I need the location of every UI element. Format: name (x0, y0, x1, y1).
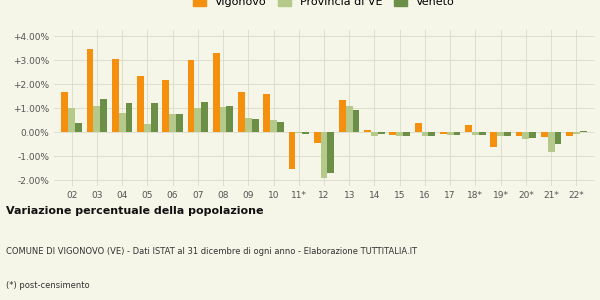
Bar (389, 132, 396, 135)
Bar (378, 132, 385, 134)
Text: Variazione percentuale della popolazione: Variazione percentuale della popolazione (6, 206, 263, 217)
Bar (328, 132, 334, 173)
Bar (339, 100, 346, 132)
Bar (94, 106, 100, 132)
Bar (479, 132, 485, 135)
Bar (194, 108, 201, 132)
Bar (566, 132, 573, 136)
Text: COMUNE DI VIGONOVO (VE) - Dati ISTAT al 31 dicembre di ogni anno - Elaborazione : COMUNE DI VIGONOVO (VE) - Dati ISTAT al … (6, 247, 417, 256)
Bar (112, 59, 119, 132)
Bar (422, 132, 428, 136)
Bar (201, 103, 208, 132)
Bar (226, 106, 233, 132)
Bar (447, 132, 454, 135)
Bar (515, 132, 523, 136)
Bar (529, 132, 536, 137)
Bar (454, 132, 460, 135)
Bar (573, 132, 580, 134)
Bar (465, 125, 472, 132)
Bar (289, 132, 295, 169)
Bar (270, 121, 277, 132)
Bar (440, 132, 447, 134)
Bar (245, 118, 252, 132)
Legend: Vigonovo, Provincia di VE, Veneto: Vigonovo, Provincia di VE, Veneto (188, 0, 460, 11)
Bar (61, 92, 68, 132)
Bar (403, 132, 410, 136)
Bar (68, 107, 75, 132)
Bar (428, 132, 435, 136)
Bar (119, 113, 125, 132)
Bar (277, 122, 284, 132)
Bar (137, 76, 144, 132)
Bar (541, 132, 548, 137)
Bar (238, 92, 245, 132)
Bar (415, 123, 422, 132)
Bar (213, 53, 220, 132)
Bar (295, 132, 302, 133)
Bar (364, 130, 371, 132)
Bar (86, 49, 94, 132)
Bar (302, 132, 309, 134)
Bar (163, 80, 169, 132)
Bar (151, 103, 158, 132)
Bar (504, 132, 511, 136)
Bar (346, 106, 353, 132)
Bar (353, 110, 359, 132)
Bar (252, 118, 259, 132)
Bar (490, 132, 497, 147)
Bar (497, 132, 504, 136)
Bar (176, 115, 183, 132)
Bar (396, 132, 403, 136)
Bar (320, 132, 328, 178)
Bar (523, 132, 529, 139)
Bar (125, 103, 133, 132)
Bar (548, 132, 554, 152)
Bar (472, 132, 479, 135)
Bar (371, 132, 378, 136)
Bar (100, 99, 107, 132)
Bar (263, 94, 270, 132)
Bar (188, 59, 194, 132)
Text: (*) post-censimento: (*) post-censimento (6, 281, 89, 290)
Bar (580, 130, 587, 132)
Bar (554, 132, 562, 145)
Bar (220, 107, 226, 132)
Bar (314, 132, 320, 143)
Bar (75, 123, 82, 132)
Bar (169, 114, 176, 132)
Bar (144, 124, 151, 132)
